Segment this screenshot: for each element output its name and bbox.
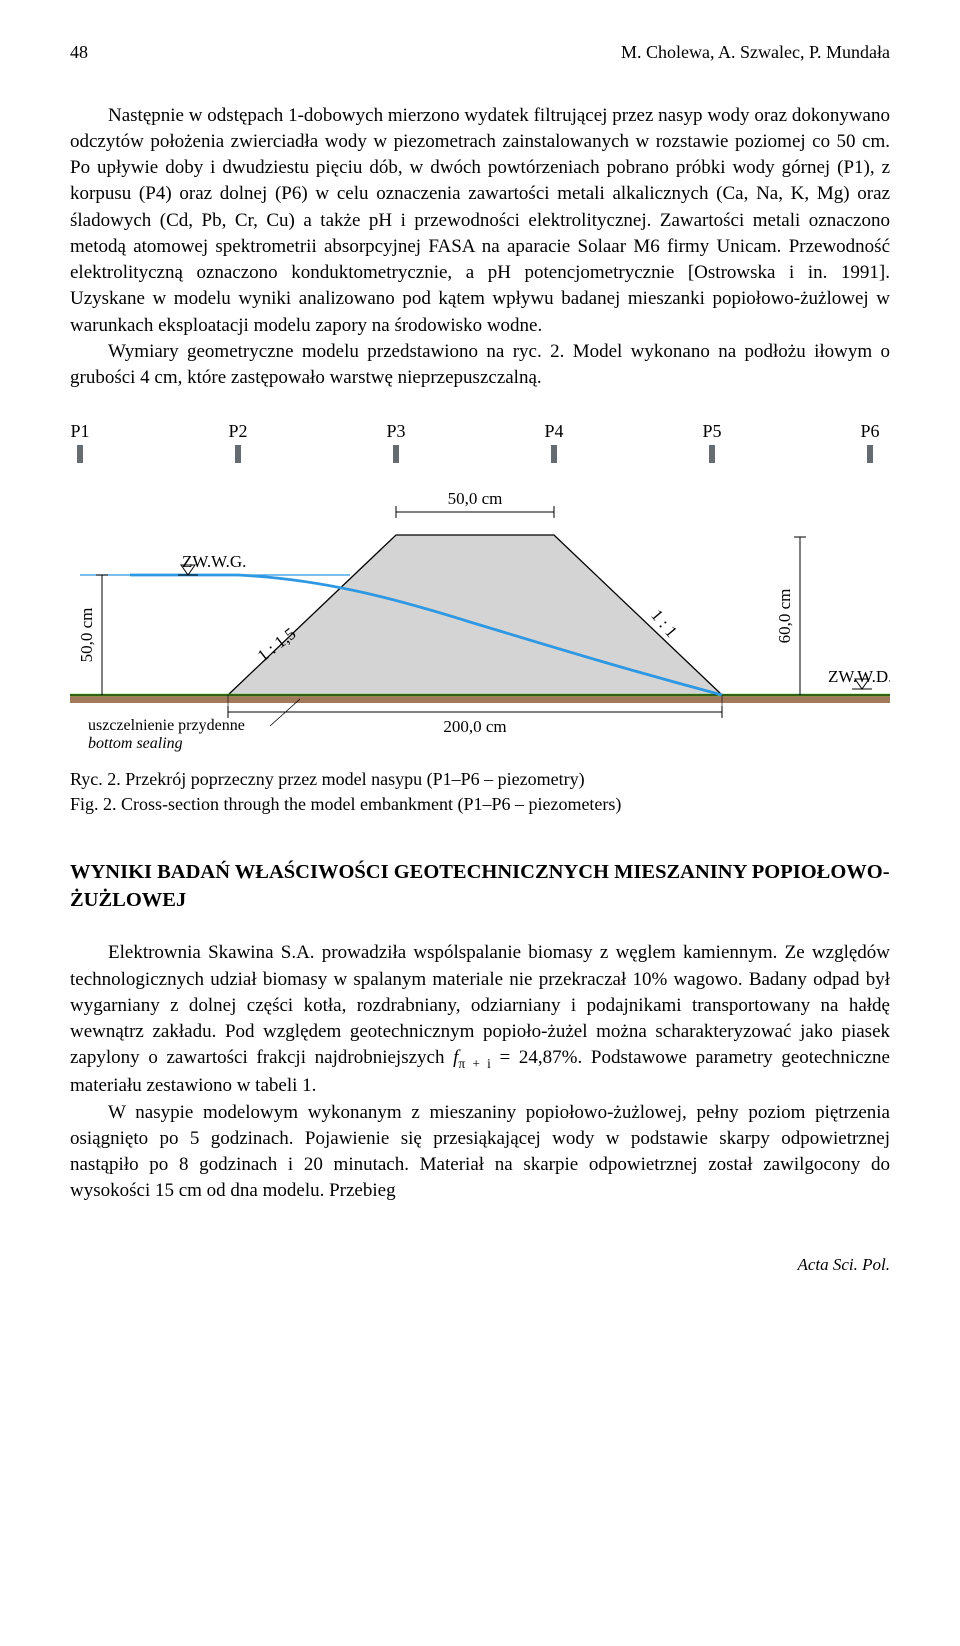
section-title-results: WYNIKI BADAŃ WŁAŚCIWOŚCI GEOTECHNICZNYCH… [70, 858, 890, 915]
body-text-block-1: Następnie w odstępach 1-dobowych mierzon… [70, 103, 890, 391]
page-number: 48 [70, 40, 88, 65]
caption-pl: Ryc. 2. Przekrój poprzeczny przez model … [70, 767, 890, 791]
p3-f-subscript: π + i [458, 1056, 490, 1071]
paragraph-3: Elektrownia Skawina S.A. prowadziła wspó… [70, 940, 890, 1099]
running-header: 48 M. Cholewa, A. Szwalec, P. Mundała [70, 40, 890, 65]
journal-footer: Acta Sci. Pol. [70, 1253, 890, 1276]
caption-en: Fig. 2. Cross-section through the model … [70, 792, 890, 816]
svg-text:50,0 cm: 50,0 cm [448, 489, 503, 508]
svg-text:uszczelnienie przydenne: uszczelnienie przydenne [88, 717, 245, 734]
running-head-authors: M. Cholewa, A. Szwalec, P. Mundała [621, 40, 890, 65]
figure-2-cross-section: P1 P2 P3 P4 P5 P6 50,0 cm 200,0 cm 50,0 cm 60,0 c… [70, 417, 890, 757]
paragraph-1: Następnie w odstępach 1-dobowych mierzon… [70, 103, 890, 339]
svg-text:200,0 cm: 200,0 cm [443, 717, 506, 736]
paragraph-4: W nasypie modelowym wykonanym z mieszani… [70, 1100, 890, 1205]
svg-text:P3: P3 [386, 421, 405, 441]
paragraph-2: Wymiary geometryczne modelu przedstawion… [70, 339, 890, 391]
cross-section-svg: P1 P2 P3 P4 P5 P6 50,0 cm 200,0 cm 50,0 cm 60,0 c… [70, 417, 890, 757]
svg-text:P6: P6 [860, 421, 879, 441]
body-text-block-2: Elektrownia Skawina S.A. prowadziła wspó… [70, 940, 890, 1204]
journal-name: Acta Sci. Pol. [797, 1253, 890, 1276]
svg-text:P2: P2 [228, 421, 247, 441]
svg-text:ZW.W.G.: ZW.W.G. [182, 552, 246, 571]
svg-text:P4: P4 [544, 421, 563, 441]
figure-2-caption: Ryc. 2. Przekrój poprzeczny przez model … [70, 767, 890, 816]
svg-text:50,0 cm: 50,0 cm [77, 608, 96, 663]
svg-text:ZW.W.D.: ZW.W.D. [828, 667, 890, 686]
svg-text:60,0 cm: 60,0 cm [775, 589, 794, 644]
svg-text:bottom sealing: bottom sealing [88, 735, 183, 752]
svg-text:P1: P1 [70, 421, 89, 441]
svg-text:P5: P5 [702, 421, 721, 441]
